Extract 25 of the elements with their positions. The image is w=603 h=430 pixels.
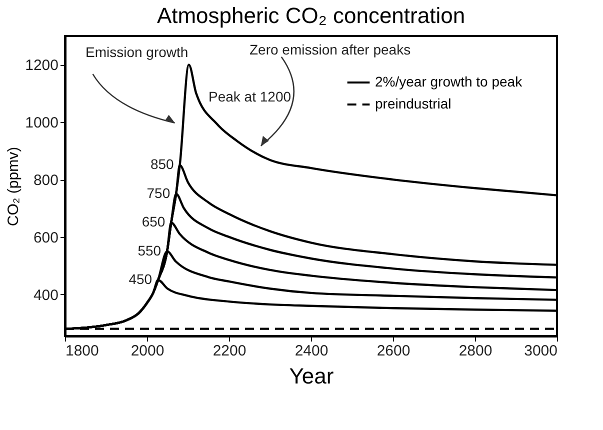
- x-tick-label: 3000: [524, 342, 558, 360]
- x-tick-label: 2400: [294, 342, 328, 360]
- y-tick-label: 600: [33, 229, 58, 246]
- annotation: 650: [142, 214, 166, 230]
- annotation: 850: [150, 156, 174, 172]
- annotation: 550: [138, 242, 162, 258]
- x-tick-label: 2800: [458, 342, 492, 360]
- legend-label: preindustrial: [375, 96, 452, 112]
- y-axis-title: CO₂ (ppmv): [5, 146, 22, 226]
- x-axis-title: Year: [289, 364, 334, 388]
- chart-title: Atmospheric CO₂ concentration: [156, 3, 466, 28]
- legend-label: 2%/year growth to peak: [375, 74, 524, 90]
- y-tick-label: 1000: [25, 114, 58, 132]
- x-tick-label: 2600: [376, 342, 410, 360]
- x-tick-label: 1800: [66, 342, 99, 360]
- annotation: 450: [128, 271, 152, 288]
- x-tick-label: 2000: [130, 342, 164, 360]
- annotation: 750: [146, 184, 170, 201]
- annotation: Peak at 1200: [208, 88, 292, 105]
- y-tick-label: 1200: [25, 57, 58, 74]
- annotation: Emission growth: [86, 44, 188, 60]
- annotation: Zero emission after peaks: [250, 41, 411, 58]
- y-tick-label: 400: [33, 286, 58, 304]
- y-tick-label: 800: [33, 172, 58, 190]
- x-tick-label: 2200: [212, 342, 246, 360]
